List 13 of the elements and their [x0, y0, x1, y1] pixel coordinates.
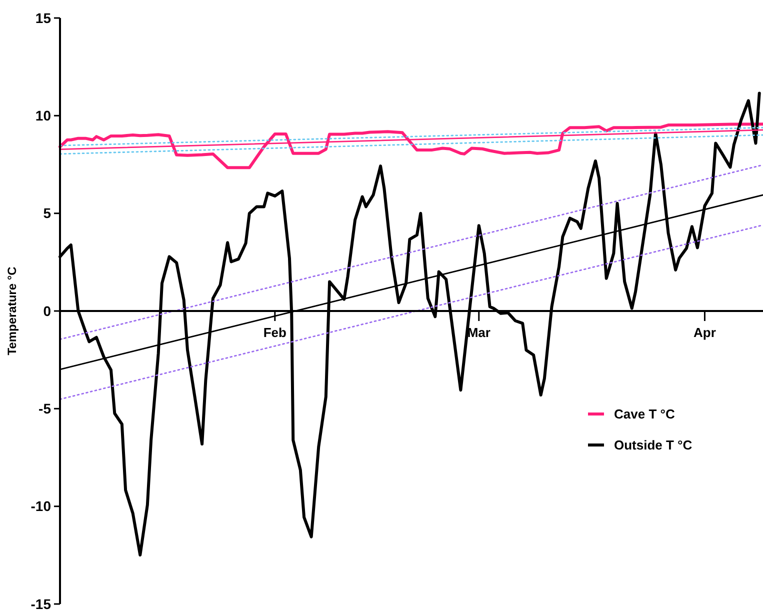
legend-label: Outside T °C	[614, 438, 693, 453]
y-tick-label: 0	[43, 302, 52, 319]
y-tick-label: 15	[35, 10, 52, 26]
y-tick-label: 10	[35, 108, 52, 124]
legend-label: Cave T °C	[614, 406, 676, 422]
x-tick-label: Apr	[694, 325, 716, 340]
x-tick-label: Feb	[263, 325, 287, 340]
y-tick-label: -5	[38, 400, 52, 417]
y-tick-label: -10	[30, 498, 52, 514]
y-tick-label: 5	[43, 205, 52, 222]
y-axis-title: Temperature °C	[5, 266, 19, 356]
x-tick-label: Mar	[467, 325, 490, 340]
y-tick-label: -15	[30, 596, 52, 612]
